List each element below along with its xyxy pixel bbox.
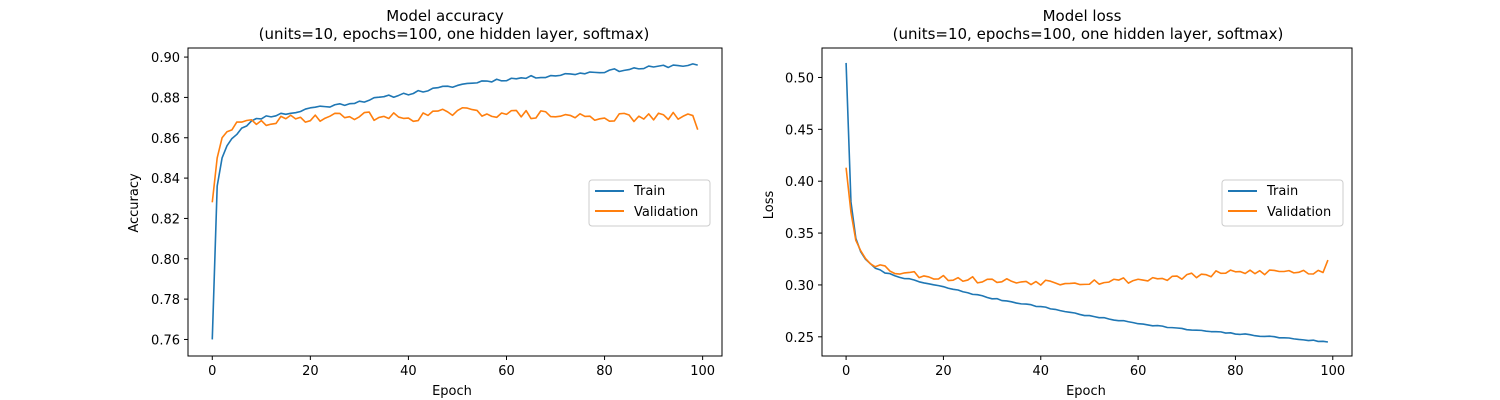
accuracy-x-tick-label: 40: [400, 364, 417, 379]
loss-x-axis: 0 20 40 60 80 100: [842, 356, 1345, 379]
accuracy-y-axis: 0.76 0.78 0.80 0.82 0.84 0.86 0.88 0.90: [151, 51, 188, 348]
loss-y-tick-label: 0.30: [785, 279, 814, 294]
loss-x-tick-label: 20: [935, 364, 952, 379]
loss-legend: Train Validation: [1221, 179, 1344, 227]
loss-y-tick-label: 0.40: [785, 175, 814, 190]
loss-validation-line: [845, 167, 1329, 286]
accuracy-plot-frame: [187, 47, 723, 357]
accuracy-series-layer: [211, 63, 699, 340]
accuracy-y-tick-label: 0.86: [151, 132, 180, 147]
accuracy-y-tick-label: 0.82: [151, 212, 180, 227]
loss-y-tick-label: 0.35: [785, 227, 814, 242]
accuracy-y-tick-label: 0.80: [151, 253, 180, 268]
loss-legend-train-label: Train: [1266, 184, 1298, 199]
loss-y-axis-label: Loss: [762, 191, 777, 220]
accuracy-legend-train-label: Train: [633, 184, 665, 199]
loss-x-axis-label: Epoch: [1066, 384, 1106, 399]
loss-x-tick-label: 0: [842, 364, 850, 379]
accuracy-y-tick-label: 0.88: [151, 91, 180, 106]
loss-train-line: [845, 62, 1329, 343]
accuracy-y-tick-label: 0.84: [151, 172, 180, 187]
accuracy-chart-subtitle: (units=10, epochs=100, one hidden layer,…: [259, 25, 650, 43]
loss-chart: Model loss (units=10, epochs=100, one hi…: [762, 7, 1353, 399]
loss-chart-title: Model loss: [1043, 7, 1122, 25]
accuracy-legend: Train Validation: [588, 179, 711, 227]
accuracy-chart-title: Model accuracy: [386, 7, 504, 25]
loss-x-tick-label: 60: [1130, 364, 1147, 379]
accuracy-chart: Model accuracy (units=10, epochs=100, on…: [127, 7, 723, 399]
accuracy-y-tick-label: 0.76: [151, 333, 180, 348]
accuracy-x-axis: 0 20 40 60 80 100: [208, 356, 715, 379]
loss-x-tick-label: 80: [1227, 364, 1244, 379]
loss-y-tick-label: 0.50: [785, 71, 814, 86]
accuracy-validation-line: [211, 106, 699, 203]
loss-legend-validation-label: Validation: [1267, 205, 1331, 220]
loss-series-layer: [845, 62, 1329, 343]
accuracy-x-tick-label: 100: [690, 364, 715, 379]
accuracy-x-tick-label: 80: [596, 364, 613, 379]
loss-plot-frame: [821, 47, 1353, 357]
loss-y-axis: 0.25 0.30 0.35 0.40 0.45 0.50: [785, 71, 822, 346]
accuracy-x-tick-label: 20: [302, 364, 319, 379]
accuracy-y-tick-label: 0.78: [151, 293, 180, 308]
accuracy-x-tick-label: 60: [498, 364, 515, 379]
accuracy-y-axis-label: Accuracy: [127, 173, 142, 233]
accuracy-x-axis-label: Epoch: [432, 384, 472, 399]
loss-x-tick-label: 100: [1320, 364, 1345, 379]
accuracy-train-line: [211, 63, 698, 340]
loss-y-tick-label: 0.45: [785, 123, 814, 138]
accuracy-y-tick-label: 0.90: [151, 51, 180, 66]
loss-chart-subtitle: (units=10, epochs=100, one hidden layer,…: [893, 25, 1284, 43]
accuracy-x-tick-label: 0: [208, 364, 216, 379]
loss-x-tick-label: 40: [1032, 364, 1049, 379]
accuracy-legend-validation-label: Validation: [634, 205, 698, 220]
loss-y-tick-label: 0.25: [785, 331, 814, 346]
